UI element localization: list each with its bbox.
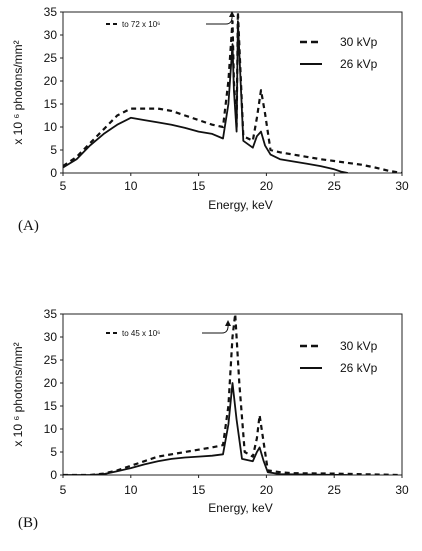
x-tick-label: 15 (192, 483, 206, 497)
y-tick-label: 0 (50, 166, 57, 180)
y-tick-label: 25 (44, 51, 58, 65)
y-tick-label: 20 (44, 74, 58, 88)
legend-label: 30 kVp (340, 339, 378, 353)
y-tick-label: 15 (44, 97, 58, 111)
x-tick-label: 25 (328, 483, 342, 497)
annotation-arrowhead (225, 320, 231, 326)
y-tick-label: 5 (50, 143, 57, 157)
x-tick-label: 30 (395, 179, 409, 193)
x-tick-label: 15 (192, 179, 206, 193)
annotation-arrow (202, 322, 229, 334)
legend-label: 26 kVp (340, 361, 378, 375)
x-tick-label: 30 (395, 483, 409, 497)
y-tick-label: 15 (44, 399, 58, 413)
y-axis-title: x 10 ⁶ photons/mm² (11, 342, 25, 446)
annotation-note: to 72 x 10⁶ (122, 20, 160, 29)
y-axis-title: x 10 ⁶ photons/mm² (11, 40, 25, 144)
panel-label: (A) (18, 218, 39, 234)
x-tick-label: 10 (124, 179, 138, 193)
y-tick-label: 5 (50, 445, 57, 459)
x-tick-label: 10 (124, 483, 138, 497)
y-tick-label: 35 (44, 5, 58, 19)
x-tick-label: 5 (60, 179, 67, 193)
y-tick-label: 35 (44, 307, 58, 321)
legend-label: 26 kVp (340, 57, 378, 71)
annotation-arrowhead (229, 11, 235, 17)
series-line-26-kvp (63, 382, 348, 475)
y-tick-label: 10 (44, 422, 58, 436)
x-tick-label: 20 (260, 483, 274, 497)
x-axis-title: Energy, keV (208, 198, 272, 212)
y-tick-label: 10 (44, 120, 58, 134)
x-tick-label: 5 (60, 483, 67, 497)
y-tick-label: 30 (44, 28, 58, 42)
legend-label: 30 kVp (340, 35, 378, 49)
y-tick-label: 30 (44, 330, 58, 344)
panel-label: (B) (18, 515, 38, 531)
x-tick-label: 25 (328, 179, 342, 193)
plot-frame (62, 313, 403, 476)
annotation-arrow (206, 13, 233, 25)
y-tick-label: 20 (44, 376, 58, 390)
series-line-30-kvp (63, 314, 402, 475)
x-axis-title: Energy, keV (208, 501, 272, 515)
x-tick-label: 20 (260, 179, 274, 193)
annotation-note: to 45 x 10⁶ (122, 329, 160, 338)
y-tick-label: 0 (50, 468, 57, 482)
y-tick-label: 25 (44, 353, 58, 367)
series-line-26-kvp (63, 20, 348, 173)
